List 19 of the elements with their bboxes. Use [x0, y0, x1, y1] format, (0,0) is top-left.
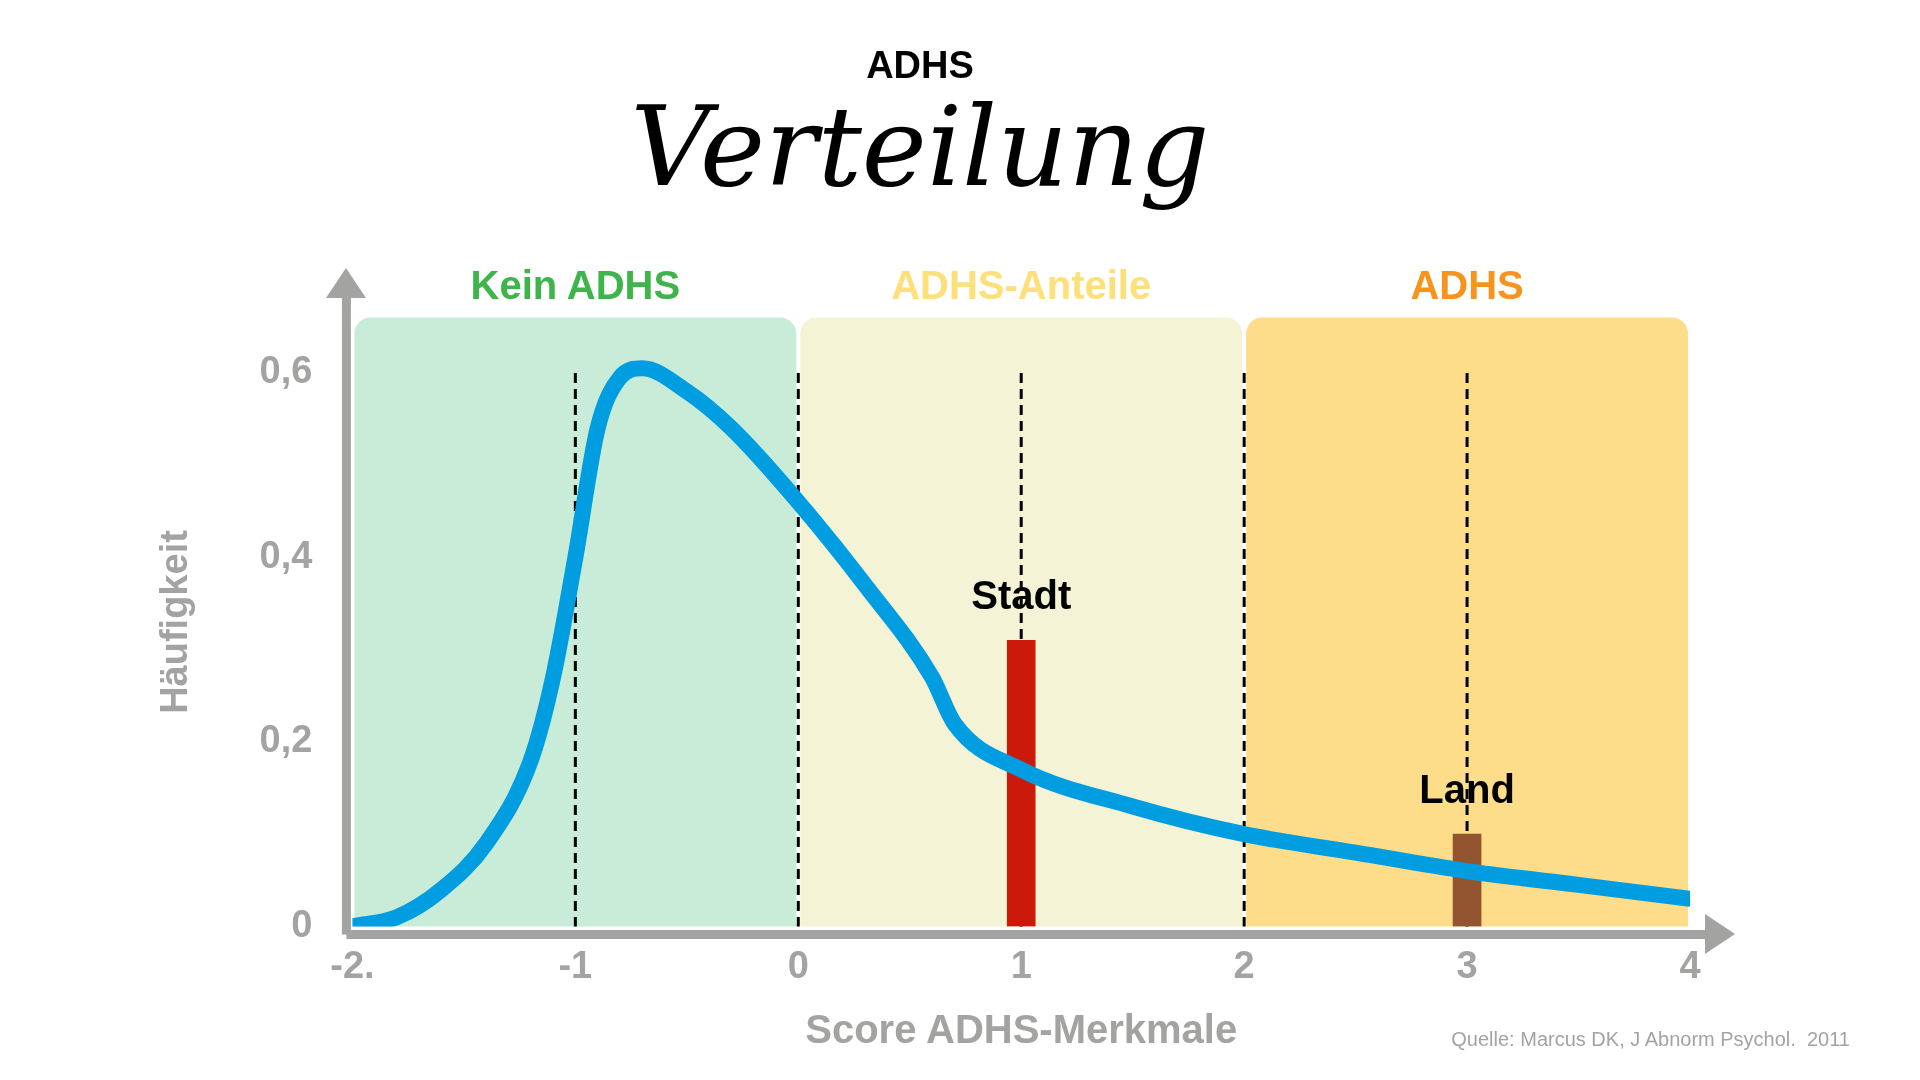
annotation: Land — [1419, 767, 1515, 812]
x-tick-label: 2 — [1233, 943, 1255, 986]
y-tick-label: 0 — [291, 902, 313, 945]
x-tick-label: -2. — [330, 943, 375, 986]
y-tick-label: 0,6 — [259, 349, 313, 392]
y-axis-title: Häufigkeit — [153, 529, 196, 714]
band-label: ADHS — [1410, 262, 1524, 307]
x-tick-label: 4 — [1679, 943, 1701, 986]
x-tick-label: 3 — [1456, 943, 1478, 986]
source-note: Quelle: Marcus DK, J Abnorm Psychol. 2011 — [1451, 1027, 1850, 1050]
y-tick-label: 0,2 — [259, 718, 313, 761]
x-axis-title: Score ADHS-Merkmale — [805, 1007, 1238, 1052]
annotation: Stadt — [971, 573, 1072, 618]
y-tick-label: 0,4 — [259, 533, 313, 576]
band-label: Kein ADHS — [470, 262, 681, 307]
x-tick-label: 0 — [787, 943, 809, 986]
x-tick-label: -1 — [558, 943, 593, 986]
band-label: ADHS-Anteile — [891, 262, 1152, 307]
x-tick-label: 1 — [1010, 943, 1032, 986]
